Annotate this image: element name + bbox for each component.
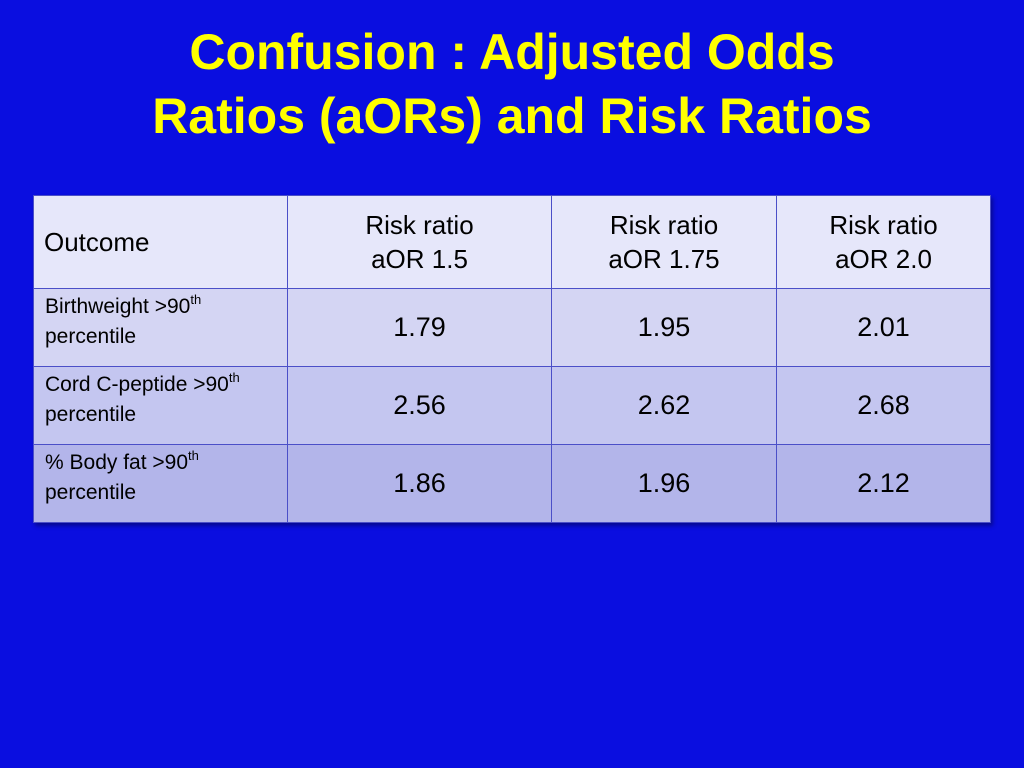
column-header-line-2: aOR 1.5: [371, 244, 468, 274]
row-label-superscript: th: [228, 370, 240, 385]
risk-ratio-table: Outcome Risk ratio aOR 1.5 Risk ratio aO…: [33, 195, 991, 523]
table-cell: 1.95: [551, 288, 777, 367]
slide-title-line-2: Ratios (aORs) and Risk Ratios: [152, 88, 872, 144]
column-header-aor-2-0: Risk ratio aOR 2.0: [776, 195, 991, 289]
table-cell: 2.01: [776, 288, 991, 367]
row-label-text: % Body fat >90: [45, 451, 189, 474]
table-row: % Body fat >90th percentile 1.86 1.96 2.…: [33, 444, 991, 523]
row-label-text: Birthweight >90: [45, 295, 191, 318]
column-header-line-1: Risk ratio: [829, 210, 938, 240]
row-label-text-2: percentile: [45, 481, 137, 504]
table-row: Birthweight >90th percentile 1.79 1.95 2…: [33, 288, 991, 367]
row-label-cord-c-peptide: Cord C-peptide >90th percentile: [33, 366, 288, 445]
outcome-header: Outcome: [33, 195, 288, 289]
column-header-aor-1-5: Risk ratio aOR 1.5: [287, 195, 552, 289]
row-label-text-2: percentile: [45, 325, 137, 348]
column-header-line-1: Risk ratio: [609, 210, 719, 240]
row-label-text: Cord C-peptide >90: [45, 373, 229, 396]
slide-title: Confusion : Adjusted Odds Ratios (aORs) …: [0, 20, 1024, 148]
table-cell: 2.68: [776, 366, 991, 445]
row-label-body-fat: % Body fat >90th percentile: [33, 444, 288, 523]
table-cell: 2.56: [287, 366, 552, 445]
row-label-superscript: th: [190, 292, 202, 307]
table-cell: 1.79: [287, 288, 552, 367]
table-cell: 1.96: [551, 444, 777, 523]
column-header-line-1: Risk ratio: [365, 210, 474, 240]
column-header-line-2: aOR 2.0: [835, 244, 932, 274]
table-cell: 1.86: [287, 444, 552, 523]
column-header-line-2: aOR 1.75: [608, 244, 720, 274]
table-cell: 2.62: [551, 366, 777, 445]
column-header-aor-1-75: Risk ratio aOR 1.75: [551, 195, 777, 289]
table-cell: 2.12: [776, 444, 991, 523]
row-label-superscript: th: [188, 448, 199, 463]
table-header-row: Outcome Risk ratio aOR 1.5 Risk ratio aO…: [33, 195, 991, 289]
table-row: Cord C-peptide >90th percentile 2.56 2.6…: [33, 366, 991, 445]
row-label-birthweight: Birthweight >90th percentile: [33, 288, 288, 367]
row-label-text-2: percentile: [45, 403, 137, 426]
slide-title-line-1: Confusion : Adjusted Odds: [189, 24, 835, 80]
